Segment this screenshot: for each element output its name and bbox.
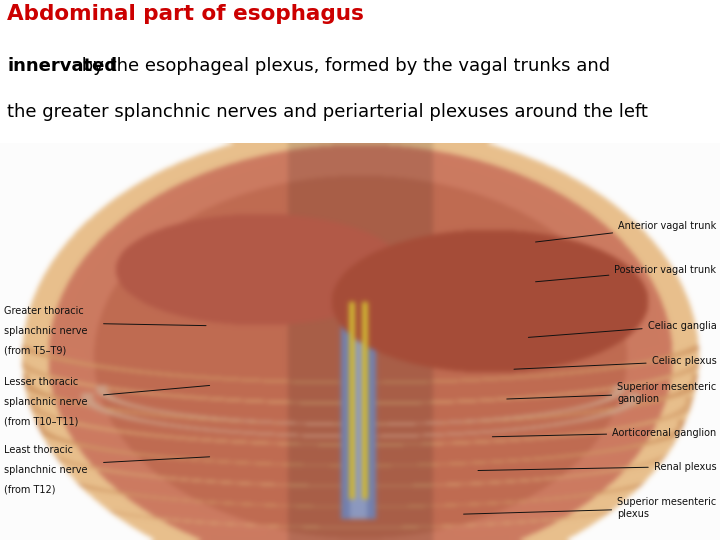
Text: gastric arteries: gastric arteries [7,154,144,173]
Text: Superior mesenteric
plexus: Superior mesenteric plexus [464,497,716,519]
Text: Abdominal part of esophagus: Abdominal part of esophagus [7,4,364,24]
Text: Anterior vagal trunk: Anterior vagal trunk [536,221,716,242]
Text: Posterior vagal trunk: Posterior vagal trunk [536,265,716,282]
Text: Lesser thoracic: Lesser thoracic [4,377,78,387]
Text: Aorticorenal ganglion: Aorticorenal ganglion [492,428,716,438]
Text: Greater thoracic: Greater thoracic [4,306,84,316]
Text: Least thoracic: Least thoracic [4,445,73,455]
Text: splanchnic nerve: splanchnic nerve [4,397,87,407]
Text: splanchnic nerve: splanchnic nerve [4,464,87,475]
Text: innervated: innervated [7,57,117,75]
Text: the greater splanchnic nerves and periarterial plexuses around the left: the greater splanchnic nerves and periar… [7,103,648,121]
Text: (from T5–T9): (from T5–T9) [4,346,66,355]
Text: by the esophageal plexus, formed by the vagal trunks and: by the esophageal plexus, formed by the … [76,57,610,75]
Text: splanchnic nerve: splanchnic nerve [4,326,87,336]
Text: (from T10–T11): (from T10–T11) [4,417,78,427]
Text: Renal plexus: Renal plexus [478,462,716,471]
Text: Celiac plexus: Celiac plexus [514,356,716,369]
Text: Superior mesenteric
ganglion: Superior mesenteric ganglion [507,382,716,404]
Text: (from T12): (from T12) [4,484,55,495]
Text: Celiac ganglia: Celiac ganglia [528,321,716,338]
